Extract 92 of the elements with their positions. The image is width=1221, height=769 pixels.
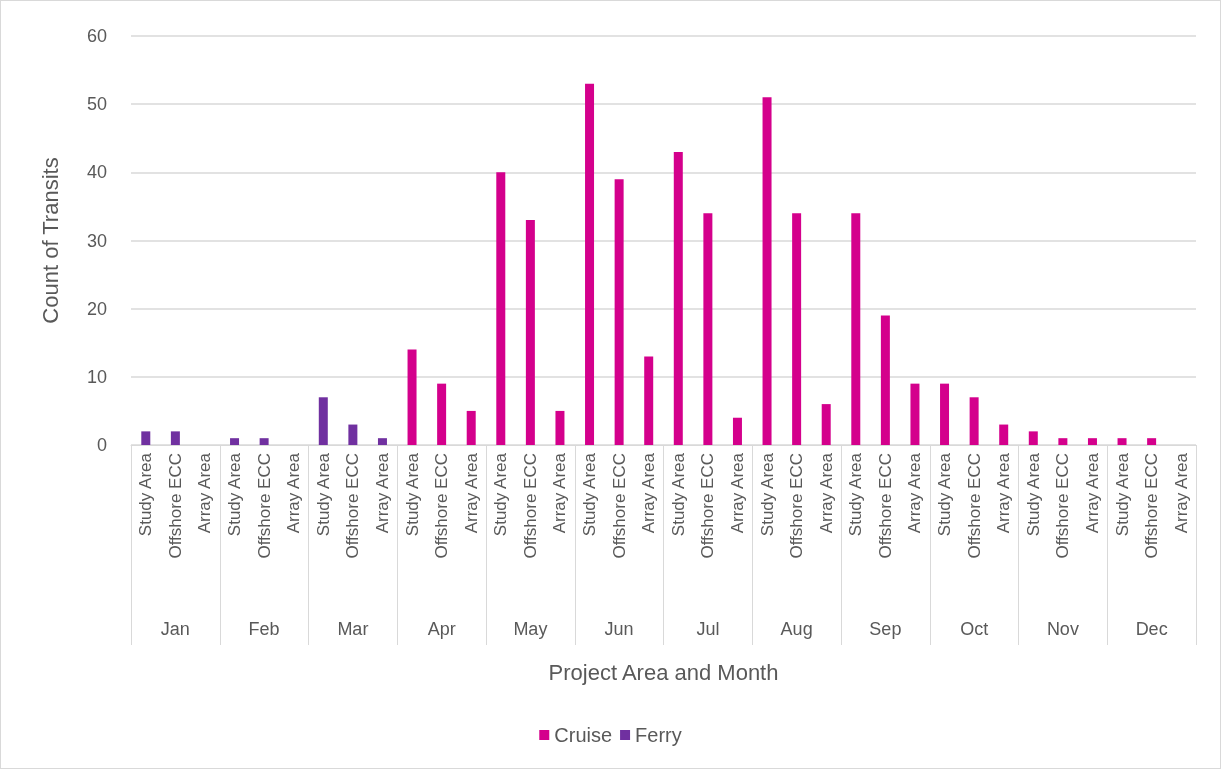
bar (821, 404, 831, 445)
x-tick-label: Study Area (935, 452, 955, 537)
legend-label: Ferry (635, 724, 682, 746)
x-tick-label: Array Area (1082, 452, 1102, 534)
x-tick-label: Array Area (284, 452, 304, 534)
y-axis-title: Count of Transits (37, 157, 63, 324)
x-tick-label: Array Area (1171, 452, 1191, 534)
text: Sep (869, 619, 902, 639)
y-tick-label: 40 (86, 162, 107, 183)
x-tick-label: Study Area (402, 452, 422, 537)
x-tick-label: Study Area (313, 452, 333, 537)
x-tick-label: Array Area (994, 452, 1014, 534)
x-tick-label: Offshore ECC (698, 453, 718, 559)
y-tick-label: 50 (86, 94, 107, 115)
x-tick-label: Array Area (372, 452, 392, 534)
x-tick-label: Array Area (195, 452, 215, 534)
y-tick-label: 0 (96, 435, 107, 455)
bar (377, 438, 387, 445)
y-tick-label: 30 (86, 230, 107, 251)
x-axis-title: Project Area and Month (548, 659, 779, 685)
bar (910, 383, 920, 445)
bar (407, 349, 417, 445)
x-tick-label: Array Area (816, 452, 836, 534)
x-tick-label: Array Area (461, 452, 481, 534)
x-tick-label: Offshore ECC (1142, 453, 1162, 559)
x-tick-label: Offshore ECC (875, 453, 895, 559)
y-tick-label: 10 (86, 366, 107, 387)
text: May (513, 619, 548, 639)
text: Feb (248, 619, 280, 639)
x-tick-label: Study Area (1112, 452, 1132, 537)
x-tick-label: Offshore ECC (787, 453, 807, 559)
text: Dec (1135, 619, 1168, 639)
y-tick-label: 60 (86, 26, 107, 46)
x-tick-label: Study Area (757, 452, 777, 537)
bar (259, 438, 269, 445)
bar (940, 383, 950, 445)
bar (644, 356, 654, 445)
x-tick-label: Offshore ECC (254, 453, 274, 559)
bar (732, 417, 742, 445)
x-tick-label: Offshore ECC (343, 453, 363, 559)
x-tick-label: Offshore ECC (1053, 453, 1073, 559)
bar (318, 397, 328, 445)
text: Mar (337, 619, 369, 639)
bar (230, 438, 240, 445)
bar (437, 383, 447, 445)
bar (703, 213, 713, 445)
text: Nov (1046, 619, 1079, 639)
bar (1147, 438, 1157, 445)
text: Jun (604, 619, 634, 639)
bar (555, 410, 565, 445)
bar (1087, 438, 1097, 445)
bar (1028, 431, 1038, 445)
bar (673, 151, 683, 445)
x-tick-label: Study Area (668, 452, 688, 537)
legend-label: Cruise (554, 724, 613, 746)
x-tick-label: Array Area (550, 452, 570, 534)
x-tick-label: Array Area (639, 452, 659, 534)
bar (170, 431, 180, 445)
bar (999, 424, 1009, 445)
text: Jan (160, 619, 190, 639)
text: Jul (696, 619, 720, 639)
y-tick-label: 20 (86, 298, 107, 319)
bar (466, 410, 476, 445)
text: Apr (427, 619, 456, 639)
bar (141, 431, 151, 445)
x-tick-label: Offshore ECC (609, 453, 629, 559)
x-tick-label: Array Area (727, 452, 747, 534)
bar (1117, 438, 1127, 445)
x-tick-label: Offshore ECC (520, 453, 540, 559)
x-tick-label: Study Area (846, 452, 866, 537)
x-tick-label: Study Area (1023, 452, 1043, 537)
x-tick-label: Study Area (136, 452, 156, 537)
bar (348, 424, 358, 445)
bar (1058, 438, 1068, 445)
x-tick-label: Offshore ECC (432, 453, 452, 559)
bar (792, 213, 802, 445)
text: Oct (960, 619, 989, 639)
x-tick-label: Study Area (491, 452, 511, 537)
x-tick-label: Offshore ECC (964, 453, 984, 559)
x-tick-label: Study Area (580, 452, 600, 537)
x-tick-label: Offshore ECC (165, 453, 185, 559)
bar (880, 315, 890, 445)
bar (614, 179, 624, 445)
bar (585, 83, 595, 445)
bar (969, 397, 979, 445)
bar (762, 97, 772, 445)
bar (851, 213, 861, 445)
x-tick-label: Study Area (225, 452, 245, 537)
text: Aug (780, 619, 813, 639)
bar (496, 172, 506, 445)
bar (525, 220, 535, 445)
x-tick-label: Array Area (905, 452, 925, 534)
